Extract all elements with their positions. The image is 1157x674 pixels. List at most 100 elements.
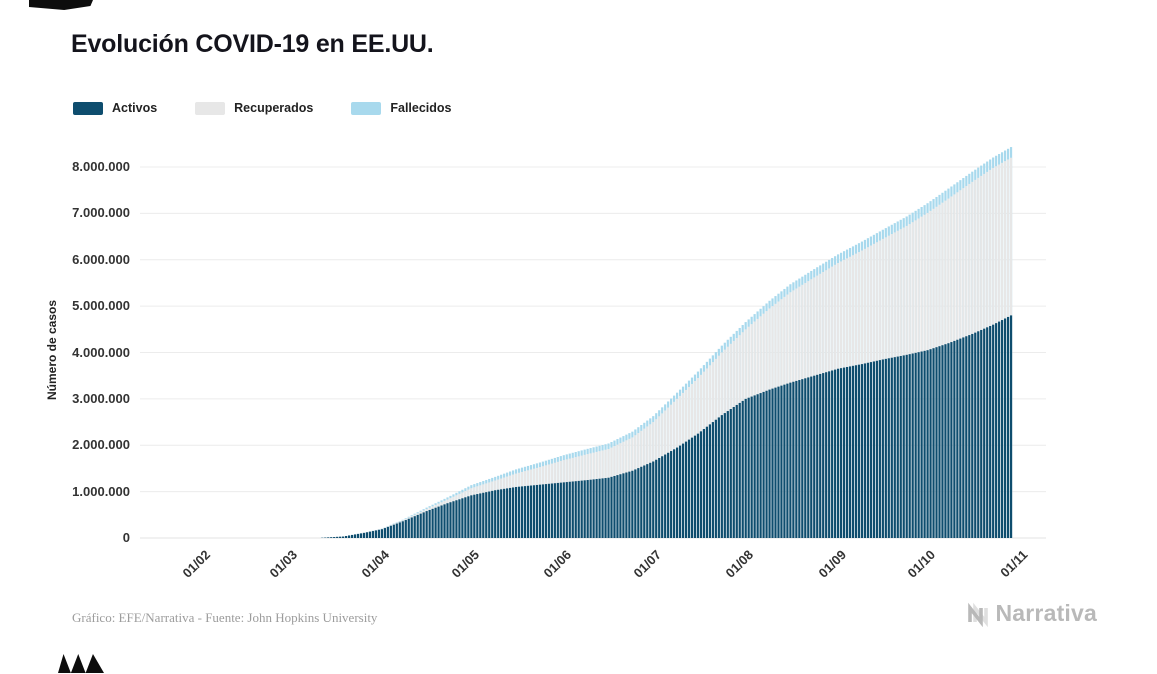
bar-activos	[837, 368, 840, 538]
bar-activos	[383, 528, 386, 538]
bar-activos	[589, 479, 592, 538]
page-title: Evolución COVID-19 en EE.UU.	[71, 30, 434, 58]
bar-activos	[535, 484, 539, 538]
bar-activos	[544, 484, 548, 538]
narrativa-logo-text: Narrativa	[995, 600, 1097, 626]
bar-activos	[902, 355, 905, 538]
bar-activos	[774, 387, 777, 538]
bar-activos	[708, 424, 711, 538]
bar-activos	[392, 524, 395, 538]
bar-activos	[729, 409, 732, 538]
bar-activos	[899, 355, 902, 538]
bar-activos	[336, 536, 339, 538]
bar-activos	[857, 364, 861, 538]
bar-activos	[377, 529, 381, 538]
y-tick-label: 0	[122, 530, 130, 545]
bar-activos	[762, 391, 765, 538]
bar-activos	[607, 477, 610, 538]
bar-activos	[675, 447, 679, 538]
bar-activos	[720, 415, 723, 538]
bar-activos	[839, 368, 843, 538]
bar-activos	[395, 523, 398, 538]
bar-activos	[681, 443, 685, 538]
bar-activos	[389, 525, 392, 538]
bar-activos	[509, 487, 512, 538]
bar-activos	[956, 339, 959, 538]
y-tick-label: 2.000.000	[72, 437, 130, 453]
bar-activos	[661, 456, 664, 538]
bar-activos	[860, 364, 864, 538]
bar-activos	[485, 492, 488, 538]
bar-activos	[983, 328, 986, 538]
bar-activos	[330, 537, 333, 538]
y-tick-label: 6.000.000	[72, 251, 130, 267]
bar-activos	[491, 490, 494, 538]
bar-activos	[333, 537, 336, 538]
bar-activos	[538, 484, 542, 538]
bar-activos	[601, 478, 604, 538]
bar-activos	[339, 536, 342, 538]
bar-activos	[622, 473, 625, 538]
bar-activos	[687, 439, 691, 538]
narrativa-logo: Narrativa	[966, 600, 1097, 627]
bar-activos	[828, 371, 831, 538]
bar-activos	[890, 357, 893, 538]
bar-activos	[583, 480, 586, 538]
bar-activos	[735, 404, 738, 538]
bar-activos	[929, 349, 932, 538]
bar-activos	[863, 363, 867, 538]
bar-activos	[416, 514, 419, 538]
bar-activos	[813, 375, 816, 538]
bar-activos	[851, 365, 855, 538]
bar-activos	[550, 483, 553, 538]
bar-activos	[693, 435, 697, 538]
bar-activos	[425, 511, 428, 538]
bar-activos	[696, 433, 700, 538]
legend-swatch-recuperados	[195, 101, 226, 115]
bar-activos	[404, 520, 407, 538]
bar-activos	[529, 485, 533, 538]
bar-activos	[792, 381, 795, 538]
bar-activos	[407, 518, 410, 538]
bar-activos	[932, 348, 935, 538]
bar-activos	[577, 480, 580, 538]
bar-activos	[380, 529, 384, 538]
y-tick-label: 5.000.000	[72, 298, 130, 314]
screen-artifact-top-left	[29, 0, 93, 10]
bar-activos	[526, 485, 530, 538]
bar-activos	[646, 464, 649, 538]
bar-activos	[514, 486, 518, 538]
bar-activos	[753, 395, 756, 538]
bar-activos	[455, 500, 458, 538]
bar-activos	[816, 374, 819, 538]
bar-activos	[437, 506, 440, 538]
bar-activos	[640, 466, 643, 538]
legend-item-recuperados: Recuperados	[195, 101, 313, 115]
bar-activos	[995, 323, 998, 538]
bar-activos	[968, 335, 971, 538]
bar-activos	[506, 488, 509, 538]
bar-activos	[801, 379, 804, 538]
legend-item-fallecidos: Fallecidos	[351, 101, 452, 115]
bar-activos	[1006, 316, 1010, 538]
bar-activos	[690, 437, 694, 538]
bar-activos	[941, 345, 944, 538]
bar-activos	[789, 382, 792, 538]
bar-activos	[517, 486, 521, 538]
bar-activos	[678, 445, 682, 538]
bar-activos	[869, 362, 873, 538]
bar-activos	[872, 361, 875, 538]
y-tick-label: 8.000.000	[72, 159, 130, 174]
bar-activos	[923, 350, 926, 538]
bar-activos	[494, 490, 497, 538]
y-tick-label: 7.000.000	[72, 205, 130, 221]
bar-activos	[738, 402, 741, 538]
bar-activos	[613, 475, 616, 538]
narrativa-logo-icon	[968, 602, 989, 627]
bar-activos	[670, 451, 673, 538]
bar-activos	[744, 398, 747, 538]
bar-activos	[875, 360, 878, 538]
bar-activos	[834, 369, 837, 538]
bar-activos	[523, 486, 527, 538]
